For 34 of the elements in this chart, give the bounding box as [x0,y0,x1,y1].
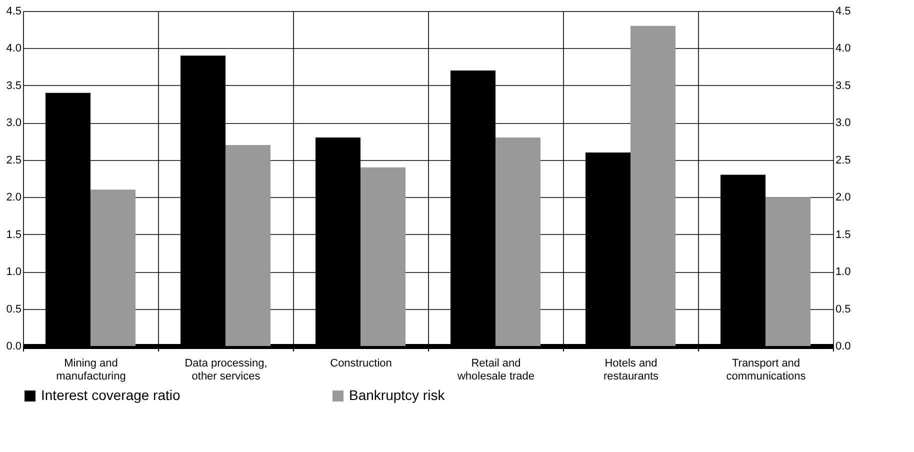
x-tick-label: Mining and manufacturing [56,358,126,382]
y2-tick-label: 4.5 [836,6,851,18]
bar [226,145,270,346]
y2-tick-label: 4.0 [836,42,851,55]
bar [90,190,136,346]
y2-tick-label: 0.0 [836,340,851,352]
y2-tick-label: 0.5 [836,303,851,316]
x-tick-label: Retail and wholesale trade [456,358,535,382]
y-tick-label: 3.5 [6,80,22,92]
y-tick-label: 0.0 [6,340,22,352]
x-tick-label: Hotels and restaurants [603,358,660,382]
bar [766,197,810,346]
legend-label: Bankruptcy risk [349,387,446,403]
x-tick-label: Transport and communications [726,358,806,382]
y-tick-label: 4.0 [6,42,22,55]
y2-tick-label: 3.5 [836,80,851,92]
y-tick-label: 2.0 [6,192,22,204]
y-tick-label: 1.5 [6,228,22,241]
y2-tick-label: 1.5 [836,228,851,241]
y2-tick-label: 2.0 [836,192,851,204]
y-tick-label: 3.0 [6,117,22,130]
bar [630,26,676,346]
bar [360,167,406,346]
bar [496,138,540,346]
x-tick-label: Data processing, other services [184,358,268,382]
legend-label: Interest coverage ratio [41,387,181,403]
x-tick-label: Construction [330,358,392,370]
y2-tick-label: 1.0 [836,266,851,278]
y2-tick-label: 3.0 [836,117,851,130]
y-tick-label: 4.5 [6,6,22,18]
y-tick-label: 1.0 [6,266,22,278]
y2-tick-label: 2.5 [836,154,851,166]
y-tick-label: 2.5 [6,154,22,166]
y-tick-label: 0.5 [6,303,22,316]
